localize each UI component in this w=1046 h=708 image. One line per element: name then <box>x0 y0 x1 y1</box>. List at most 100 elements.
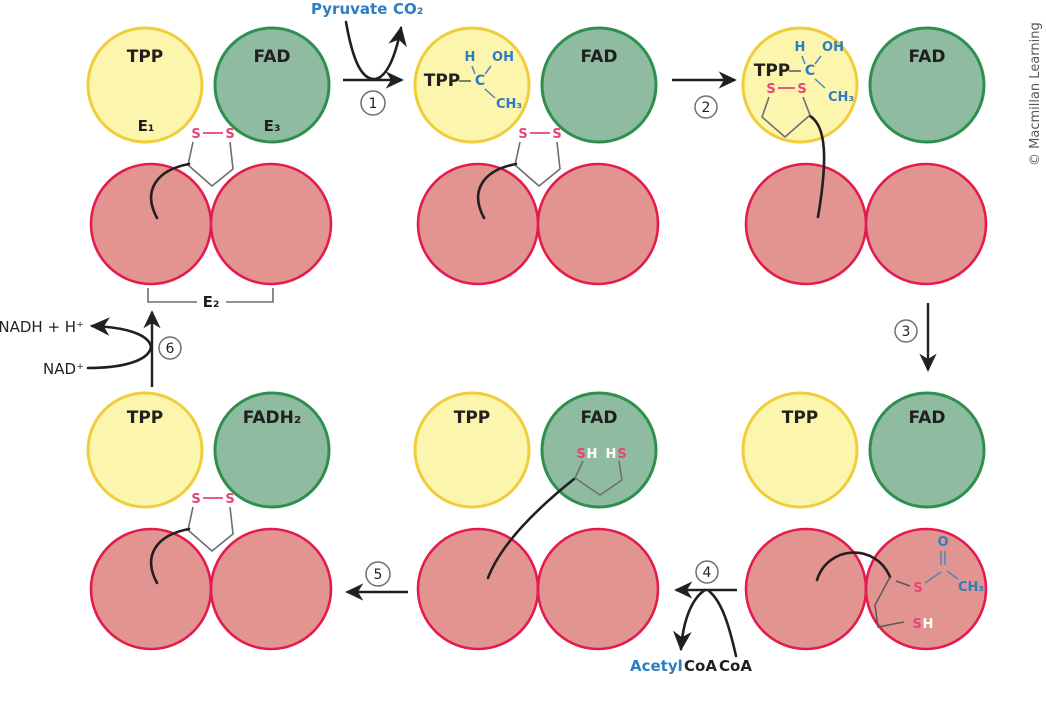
lipoamide-arm <box>808 114 826 219</box>
lipoamide-arm <box>815 551 892 582</box>
e2-core-right <box>536 527 660 651</box>
panel-top-middle: S S TPP C H OH CH₃ FAD <box>413 26 660 286</box>
tpp-label: TPP <box>782 408 819 428</box>
step-4-number: 4 <box>703 565 712 581</box>
adduct-oh-label: OH <box>822 40 844 55</box>
step-6-group: 6 NADH + H⁺ NAD⁺ <box>0 310 182 387</box>
fad-label: FAD <box>254 47 291 67</box>
panel-top-right: S S TPP C H OH CH₃ FAD <box>741 26 988 286</box>
dithiol-h-label: H <box>587 447 598 462</box>
e1-label: E₁ <box>138 117 155 135</box>
e2-core-right <box>864 162 988 286</box>
tpp-circle <box>741 26 859 144</box>
e2-core-right <box>209 527 333 651</box>
nadh-label: NADH + H⁺ <box>0 318 84 336</box>
e2-core-left <box>89 527 213 651</box>
dithiol-h-label: H <box>606 447 617 462</box>
e2-label: E₂ <box>203 293 220 311</box>
sulfur-label: S <box>191 492 200 507</box>
tpp-circle <box>86 26 204 144</box>
nad-label: NAD⁺ <box>43 360 84 378</box>
carbonyl-double-bond <box>940 551 946 565</box>
adduct-bonds <box>471 65 496 99</box>
lipoamide-arm <box>149 162 191 220</box>
acetyl-ch3-label: CH₃ <box>958 580 984 595</box>
adduct-c-label: C <box>475 73 485 89</box>
e2-core-left <box>744 162 868 286</box>
step-4-badge <box>695 560 719 584</box>
sulfur-label: S <box>518 127 527 142</box>
fad-label: FAD <box>581 408 618 428</box>
step-2-badge <box>694 95 718 119</box>
e2-core-left <box>416 162 540 286</box>
tpp-circle <box>413 26 531 144</box>
dihydrolipoamide-chain <box>874 576 905 628</box>
tpp-circle <box>86 391 204 509</box>
pyruvate-label: Pyruvate <box>311 0 387 18</box>
dithiol-ring <box>574 460 623 496</box>
chain-s-bond <box>895 580 911 587</box>
lipoamide-arm <box>149 527 191 585</box>
step-5-number: 5 <box>374 567 383 583</box>
lipoamide-ring <box>514 141 561 187</box>
sulfur-label: S <box>797 82 806 97</box>
step-3-badge <box>894 319 918 343</box>
tpp-circle <box>741 391 859 509</box>
s-carbonyl-bond <box>924 571 942 584</box>
sulfur-label: S <box>225 492 234 507</box>
nad-nadh-curve <box>86 317 153 370</box>
fad-label: FAD <box>581 47 618 67</box>
step-3-group: 3 <box>894 303 937 372</box>
e2-core-left <box>744 527 868 651</box>
step-2-number: 2 <box>702 100 711 116</box>
coa-in-curve <box>707 589 738 658</box>
thiol-h-label: H <box>923 617 934 632</box>
tpp-label: TPP <box>754 61 791 81</box>
step-6-number: 6 <box>166 341 175 357</box>
adduct-bonds <box>801 55 826 89</box>
step-5-badge <box>365 561 391 587</box>
thiol-s-label: S <box>912 617 921 632</box>
adduct-ch3-label: CH₃ <box>496 97 522 112</box>
coa-substrate-label: CoA <box>719 657 752 675</box>
step-6-badge <box>158 336 182 360</box>
adduct-ch3-label: CH₃ <box>828 90 854 105</box>
fad-circle <box>213 26 331 144</box>
dithiol-s-label: S <box>576 447 585 462</box>
copyright-notice: © Macmillan Learning <box>1028 22 1043 166</box>
tpp-label: TPP <box>127 408 164 428</box>
dithiol-s-label: S <box>617 447 626 462</box>
tpp-label: TPP <box>454 408 491 428</box>
tpp-label: TPP <box>127 47 164 67</box>
step-1-group: 1 Pyruvate CO₂ <box>311 0 423 116</box>
panel-bottom-left: S S TPP FADH₂ <box>86 391 333 651</box>
adduct-oh-label: OH <box>492 50 514 65</box>
lipoamide-ring <box>187 506 234 552</box>
step-1-badge <box>360 90 386 116</box>
lipoamide-ring <box>187 141 234 187</box>
adduct-c-label: C <box>805 63 815 79</box>
lipoamide-ring <box>761 96 811 138</box>
e3-label: E₃ <box>264 117 281 135</box>
adduct-h-label: H <box>795 40 806 55</box>
fad-label: FAD <box>909 47 946 67</box>
acetyl-coa-out-curve <box>672 588 707 652</box>
fad-circle <box>868 26 986 144</box>
lipoamide-arm <box>476 162 518 220</box>
e2-core-left <box>89 162 213 286</box>
e2-core-right <box>209 162 333 286</box>
acetyl-label: Acetyl <box>630 657 683 675</box>
fad-circle <box>213 391 331 509</box>
panel-bottom-middle: TPP FAD S H H S <box>413 391 660 651</box>
panel-top-left: S S TPP E₁ FAD E₃ <box>86 26 333 286</box>
e2-bracket-right <box>226 288 274 303</box>
carbonyl-o-label: O <box>937 535 948 550</box>
fadh2-label: FADH₂ <box>243 408 302 428</box>
e2-core-right <box>864 527 988 651</box>
lipoamide-arm <box>486 477 576 580</box>
sulfur-label: S <box>552 127 561 142</box>
e2-bracket-left <box>147 288 197 303</box>
tpp-circle <box>413 391 531 509</box>
e2-core-right <box>536 162 660 286</box>
